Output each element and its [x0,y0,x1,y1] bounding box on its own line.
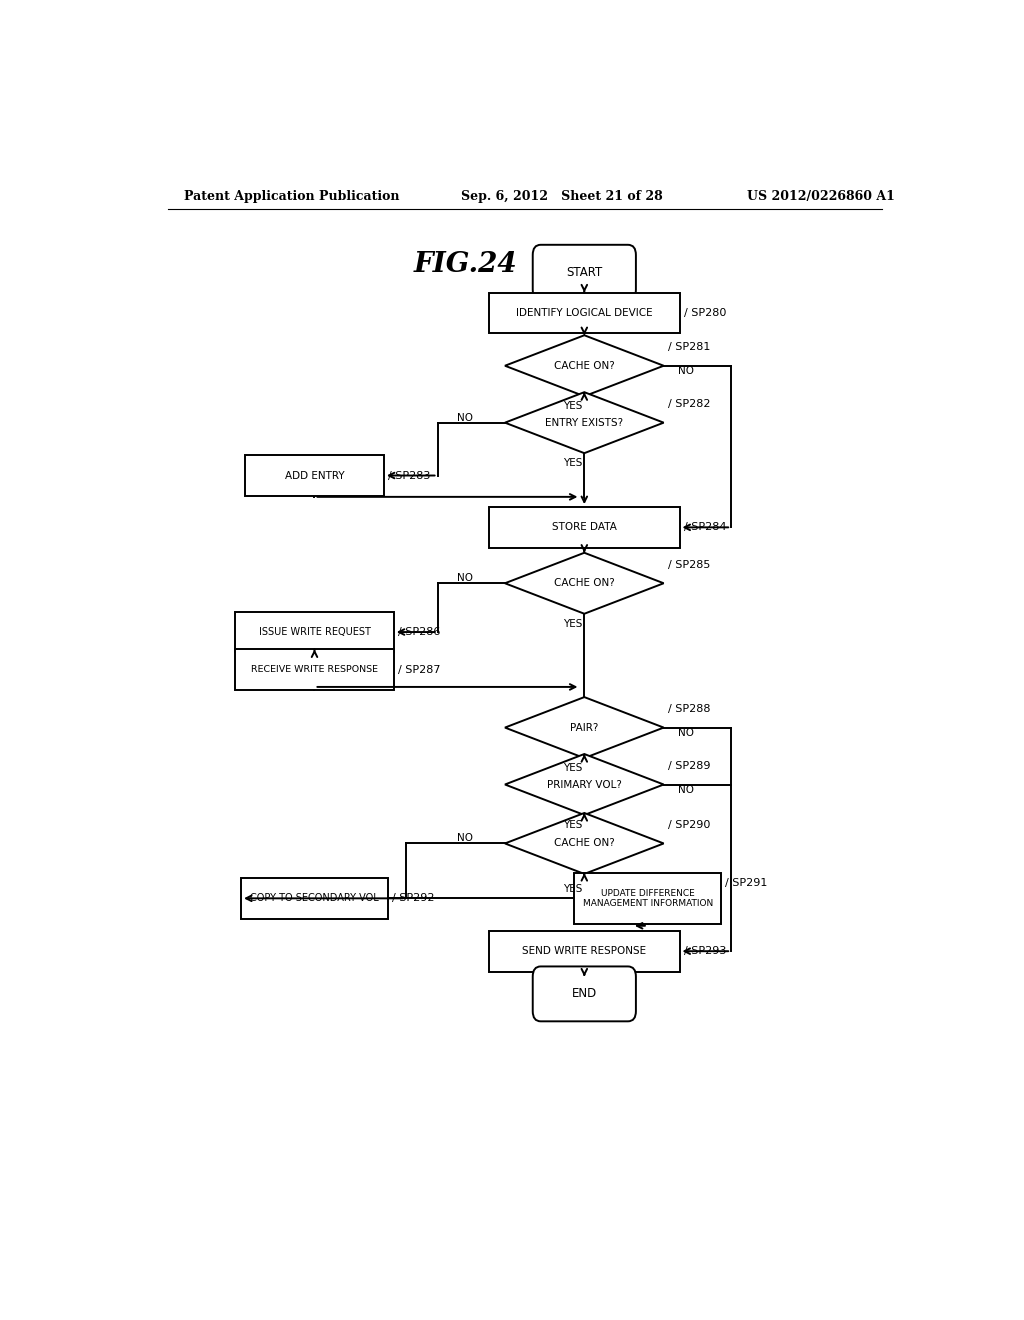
FancyBboxPatch shape [241,878,388,919]
Text: IDENTIFY LOGICAL DEVICE: IDENTIFY LOGICAL DEVICE [516,308,652,318]
Text: RECEIVE WRITE RESPONSE: RECEIVE WRITE RESPONSE [251,665,378,675]
Text: ∕ SP280: ∕ SP280 [684,308,726,318]
Text: COPY TO SECONDARY VOL: COPY TO SECONDARY VOL [250,894,379,903]
Text: ∕ SP282: ∕ SP282 [668,400,711,409]
Text: SEND WRITE RESPONSE: SEND WRITE RESPONSE [522,946,646,956]
Text: NO: NO [457,573,473,583]
Text: ENTRY EXISTS?: ENTRY EXISTS? [545,417,624,428]
FancyBboxPatch shape [489,293,680,333]
Polygon shape [505,553,664,614]
Text: UPDATE DIFFERENCE
MANAGEMENT INFORMATION: UPDATE DIFFERENCE MANAGEMENT INFORMATION [583,888,713,908]
Text: ∕ SP287: ∕ SP287 [397,665,440,675]
Text: CACHE ON?: CACHE ON? [554,578,614,589]
Text: Sep. 6, 2012   Sheet 21 of 28: Sep. 6, 2012 Sheet 21 of 28 [461,190,664,202]
FancyBboxPatch shape [236,611,394,652]
Text: CACHE ON?: CACHE ON? [554,838,614,849]
Text: ∕ SP293: ∕ SP293 [684,946,726,956]
Text: US 2012/0226860 A1: US 2012/0226860 A1 [748,190,895,202]
Text: YES: YES [563,619,582,628]
FancyBboxPatch shape [532,244,636,300]
Text: YES: YES [563,884,582,894]
Text: ∕ SP281: ∕ SP281 [668,342,710,352]
FancyBboxPatch shape [245,455,384,496]
Text: ∕ SP283: ∕ SP283 [388,470,430,480]
Text: ADD ENTRY: ADD ENTRY [285,470,344,480]
Text: NO: NO [678,366,694,376]
Text: YES: YES [563,820,582,830]
Text: FIG.24: FIG.24 [414,251,517,277]
FancyBboxPatch shape [489,507,680,548]
FancyBboxPatch shape [532,966,636,1022]
Text: START: START [566,265,602,279]
Text: NO: NO [457,833,473,843]
Text: ∕ SP284: ∕ SP284 [684,523,726,532]
Text: ∕ SP289: ∕ SP289 [668,762,711,771]
FancyBboxPatch shape [489,931,680,972]
Polygon shape [505,754,664,814]
Text: NO: NO [678,784,694,795]
Polygon shape [505,392,664,453]
Text: STORE DATA: STORE DATA [552,523,616,532]
Text: NO: NO [457,413,473,422]
FancyBboxPatch shape [236,649,394,690]
Text: ∕ SP291: ∕ SP291 [725,878,768,888]
Text: YES: YES [563,401,582,412]
Text: PRIMARY VOL?: PRIMARY VOL? [547,780,622,789]
Text: ∕ SP292: ∕ SP292 [392,894,434,903]
Text: ISSUE WRITE REQUEST: ISSUE WRITE REQUEST [258,627,371,638]
Text: ∕ SP286: ∕ SP286 [397,627,440,638]
Text: YES: YES [563,763,582,774]
Text: YES: YES [563,458,582,469]
Text: ∕ SP285: ∕ SP285 [668,560,710,570]
FancyBboxPatch shape [574,873,721,924]
Polygon shape [505,813,664,874]
Text: ∕ SP288: ∕ SP288 [668,705,711,714]
Polygon shape [505,697,664,758]
Text: END: END [571,987,597,1001]
Text: ∕ SP290: ∕ SP290 [668,820,710,830]
Text: Patent Application Publication: Patent Application Publication [183,190,399,202]
Text: NO: NO [678,727,694,738]
Text: CACHE ON?: CACHE ON? [554,360,614,371]
Polygon shape [505,335,664,396]
Text: PAIR?: PAIR? [570,722,598,733]
